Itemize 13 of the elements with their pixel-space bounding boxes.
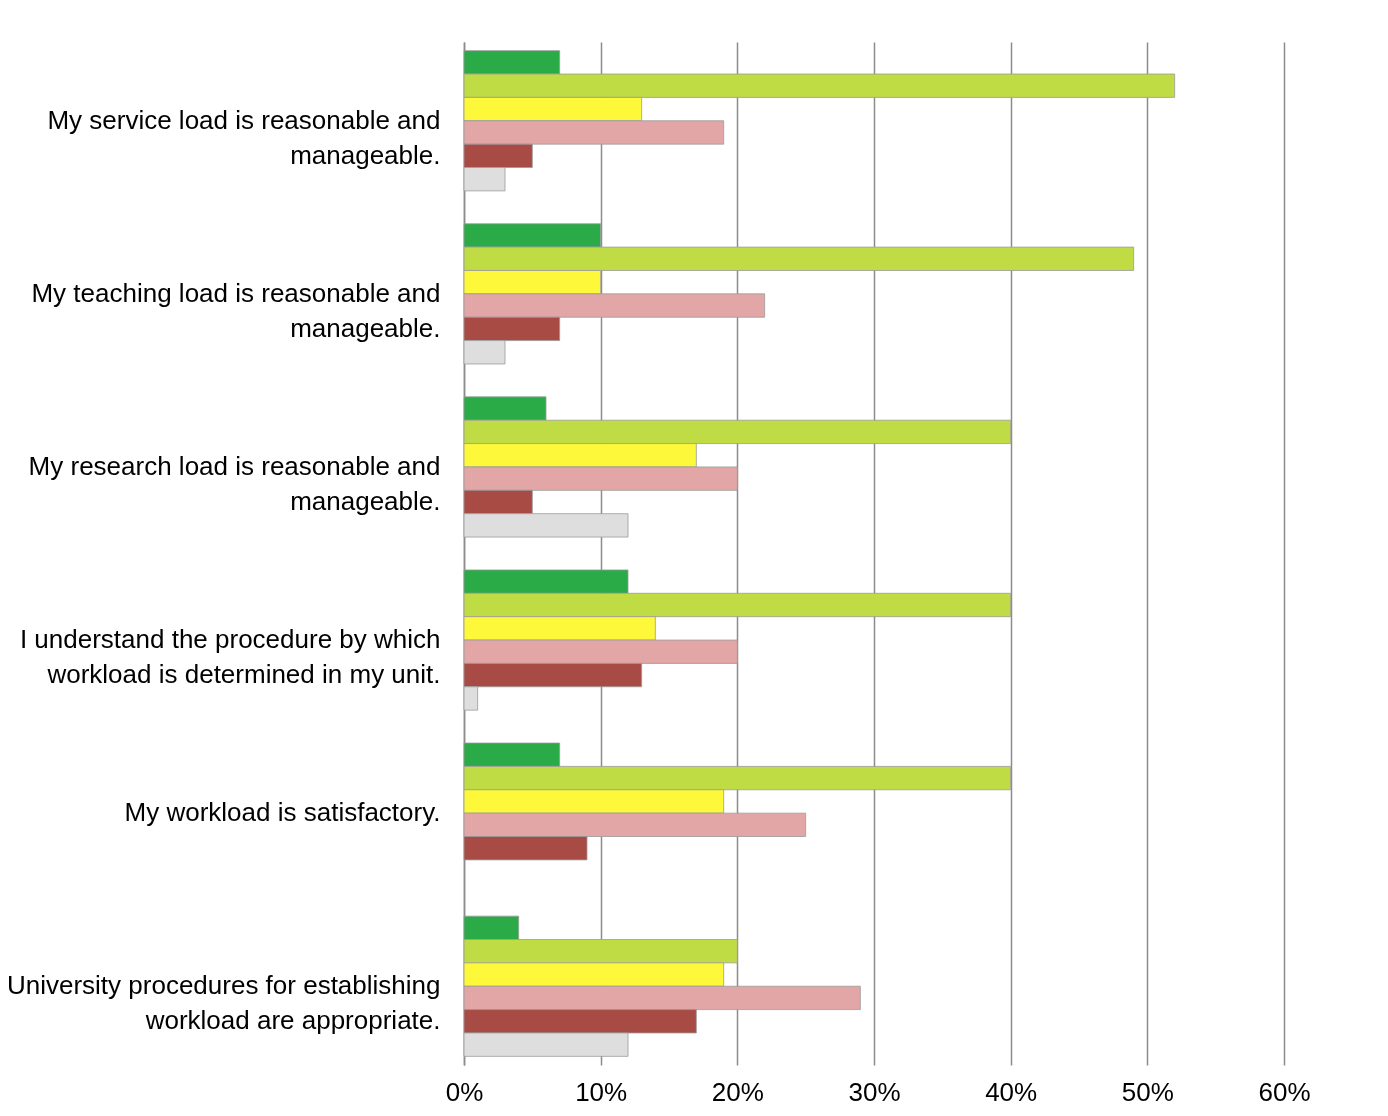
- x-tick-label: 40%: [985, 1076, 1038, 1107]
- x-tick-label: 20%: [711, 1076, 764, 1107]
- y-tick-label: My research load is reasonable and manageable.: [28, 450, 441, 516]
- y-tick-label: University procedures for establishing workload are appropriate.: [6, 970, 441, 1036]
- y-tick-label: My service load is reasonable and manageable.: [47, 104, 441, 170]
- x-tick-label: 10%: [575, 1076, 628, 1107]
- y-tick-label: My teaching load is reasonable and manageable.: [31, 277, 441, 343]
- x-tick-label: 30%: [848, 1076, 901, 1107]
- x-tick-label: 50%: [1121, 1076, 1174, 1107]
- x-tick-label: 0%: [445, 1076, 484, 1107]
- y-tick-label: I understand the procedure by which workload is determined in my unit.: [19, 624, 441, 690]
- x-tick-label: 60%: [1258, 1076, 1311, 1107]
- y-tick-label: My workload is satisfactory.: [124, 797, 441, 828]
